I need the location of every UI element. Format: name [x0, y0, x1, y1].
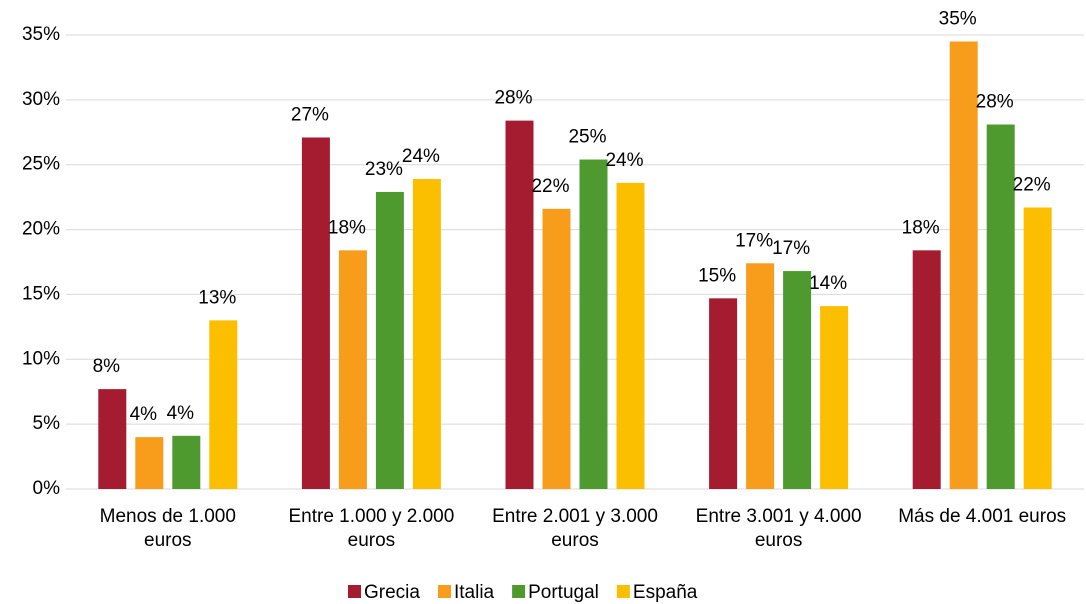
data-label: 22%: [1013, 175, 1051, 196]
x-tick-label: Entre 1.000 y 2.000 euros: [288, 506, 455, 551]
y-tick-label: 35%: [22, 24, 60, 45]
x-tick-label: Entre 2.001 y 3.000 euros: [492, 506, 658, 551]
bar: [1023, 207, 1052, 489]
data-label: 17%: [772, 238, 810, 259]
bar: [98, 389, 127, 489]
bar: [746, 263, 775, 489]
bar: [301, 137, 330, 489]
bar: [172, 435, 201, 489]
y-tick-label: 10%: [22, 348, 60, 369]
data-label: 17%: [735, 230, 773, 251]
bar: [209, 320, 238, 489]
legend-label: Italia: [454, 582, 495, 603]
data-label: 24%: [402, 146, 440, 167]
y-tick-label: 5%: [33, 413, 61, 434]
data-label: 4%: [130, 404, 158, 425]
y-tick-label: 20%: [22, 219, 60, 240]
bar: [542, 208, 571, 489]
data-label: 23%: [365, 159, 403, 180]
y-tick-label: 15%: [22, 283, 60, 304]
x-tick-label: Más de 4.001 euros: [898, 506, 1067, 527]
bar: [820, 306, 849, 489]
y-tick-label: 0%: [33, 478, 61, 499]
data-label: 22%: [531, 176, 569, 197]
data-label: 18%: [902, 217, 940, 238]
data-label: 8%: [93, 356, 121, 377]
data-label: 28%: [976, 92, 1014, 113]
bar: [949, 41, 978, 489]
data-label: 28%: [494, 88, 532, 109]
bar: [375, 191, 404, 489]
legend-swatch: [512, 585, 526, 598]
legend-swatch: [437, 585, 451, 598]
data-label: 35%: [939, 9, 977, 30]
y-tick-label: 25%: [22, 154, 60, 175]
legend-label: España: [633, 582, 698, 603]
bar: [709, 298, 738, 489]
x-tick-label: Entre 3.001 y 4.000 euros: [695, 506, 862, 551]
legend-label: Portugal: [528, 582, 599, 603]
data-label: 13%: [198, 287, 236, 308]
bar: [986, 124, 1015, 489]
bar: [338, 250, 367, 489]
data-label: 18%: [328, 217, 366, 238]
data-label: 24%: [605, 150, 643, 171]
data-label: 14%: [809, 273, 847, 294]
bar: [505, 120, 534, 490]
legend-swatch: [348, 585, 361, 598]
data-label: 27%: [291, 104, 329, 125]
bar: [616, 182, 645, 490]
bar: [912, 250, 941, 489]
bar: [412, 178, 441, 490]
legend-label: Grecia: [364, 582, 420, 603]
y-tick-label: 30%: [22, 89, 60, 110]
bar: [783, 271, 812, 489]
data-label: 15%: [698, 265, 736, 286]
legend-swatch: [616, 585, 630, 598]
x-tick-label: Menos de 1.000 euros: [99, 506, 236, 551]
bar: [135, 437, 164, 489]
bar: [579, 159, 608, 490]
data-label: 4%: [167, 403, 195, 424]
data-label: 25%: [568, 127, 606, 148]
